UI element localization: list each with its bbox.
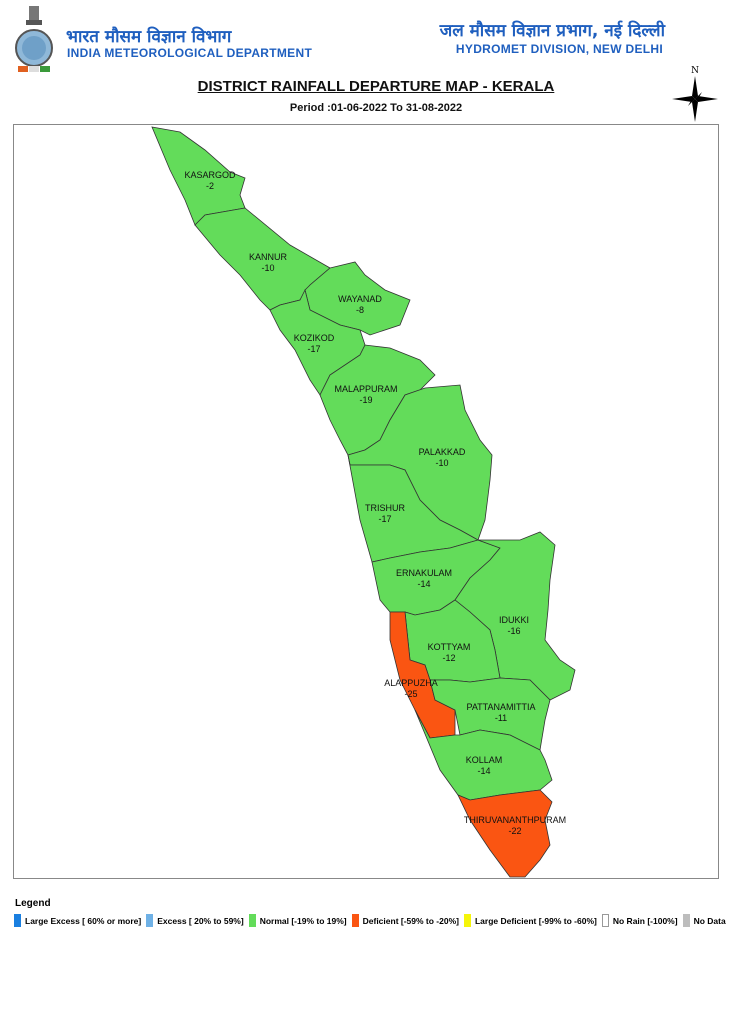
district-departure-palakkad: -10 xyxy=(435,458,448,468)
district-departure-pattanamittia: -11 xyxy=(495,713,507,723)
district-pattanamittia xyxy=(429,677,551,751)
legend-item-large-excess: Large Excess [ 60% or more] xyxy=(14,914,141,927)
map-title: DISTRICT RAINFALL DEPARTURE MAP - KERALA xyxy=(197,78,555,95)
district-name-malappuram: MALAPPURAM xyxy=(334,384,397,394)
district-departure-wayanad: -8 xyxy=(356,305,364,315)
district-departure-alappuzha: -25 xyxy=(404,689,417,699)
imd-hindi-name: भारत मौसम विज्ञान विभाग xyxy=(66,27,232,47)
legend-swatch xyxy=(601,914,609,927)
district-departure-kasargod: -2 xyxy=(206,181,214,191)
legend-label: Large Excess [ 60% or more] xyxy=(25,915,142,926)
legend-swatch xyxy=(463,914,471,927)
legend-label: Large Deficient [-99% to -60%] xyxy=(474,915,597,926)
legend-item-deficient: Deficient [-59% to -20%] xyxy=(351,914,459,927)
hydromet-english-name: HYDROMET DIVISION, NEW DELHI xyxy=(455,42,663,56)
legend-swatch xyxy=(682,914,690,927)
legend-swatch xyxy=(146,914,154,927)
legend-item-normal: Normal [-19% to 19%] xyxy=(248,914,347,927)
imd-emblem-icon xyxy=(14,4,54,76)
district-name-kozikod: KOZIKOD xyxy=(294,333,335,343)
district-departure-kozikod: -17 xyxy=(307,344,320,354)
legend-swatch xyxy=(248,914,256,927)
district-departure-kottyam: -12 xyxy=(442,653,455,663)
legend: Large Excess [ 60% or more] Excess [ 20% … xyxy=(14,914,731,927)
district-name-trishur: TRISHUR xyxy=(365,503,405,513)
legend-label: No Data xyxy=(693,915,726,926)
district-name-kottyam: KOTTYAM xyxy=(428,642,471,652)
district-name-wayanad: WAYANAD xyxy=(338,294,382,304)
legend-label: Deficient [-59% to -20%] xyxy=(362,915,459,926)
legend-label: Excess [ 20% to 59%] xyxy=(157,915,244,926)
legend-swatch xyxy=(351,914,359,927)
north-label: N xyxy=(691,66,699,76)
district-departure-kannur: -10 xyxy=(261,263,274,273)
district-thiruvananthpuram xyxy=(457,789,553,878)
legend-item-no-data: No Data xyxy=(682,914,726,927)
map-frame xyxy=(13,124,719,879)
district-name-palakkad: PALAKKAD xyxy=(419,447,466,457)
legend-title: Legend xyxy=(15,898,51,909)
imd-english-name: INDIA METEOROLOGICAL DEPARTMENT xyxy=(67,46,313,60)
legend-swatch xyxy=(14,914,21,927)
legend-item-large-deficient: Large Deficient [-99% to -60%] xyxy=(463,914,597,927)
district-name-ernakulam: ERNAKULAM xyxy=(396,568,452,578)
district-kasargod xyxy=(151,126,246,226)
district-departure-ernakulam: -14 xyxy=(417,579,430,589)
legend-label: No Rain [-100%] xyxy=(612,915,678,926)
district-name-thiruvananthpuram: THIRUVANANTHPURAM xyxy=(464,815,566,825)
north-arrow: N xyxy=(672,66,718,124)
district-name-pattanamittia: PATTANAMITTIA xyxy=(467,702,536,712)
legend-label: Normal [-19% to 19%] xyxy=(259,915,347,926)
compass-rose-icon xyxy=(672,76,718,122)
district-departure-trishur: -17 xyxy=(378,514,391,524)
period-text: Period :01-06-2022 To 31-08-2022 xyxy=(289,102,463,114)
district-name-kasargod: KASARGOD xyxy=(184,170,236,180)
district-name-kannur: KANNUR xyxy=(249,252,288,262)
district-name-idukki: IDUKKI xyxy=(499,615,529,625)
district-departure-malappuram: -19 xyxy=(359,395,372,405)
district-departure-idukki: -16 xyxy=(507,626,520,636)
district-name-alappuzha: ALAPPUZHA xyxy=(384,678,438,688)
district-name-kollam: KOLLAM xyxy=(466,755,503,765)
legend-item-no-rain: No Rain [-100%] xyxy=(601,914,678,927)
district-departure-thiruvananthpuram: -22 xyxy=(508,826,521,836)
hydromet-hindi-name: जल मौसम विज्ञान प्रभाग, नई दिल्ली xyxy=(439,21,665,41)
legend-item-excess: Excess [ 20% to 59%] xyxy=(146,914,244,927)
district-departure-kollam: -14 xyxy=(477,766,490,776)
